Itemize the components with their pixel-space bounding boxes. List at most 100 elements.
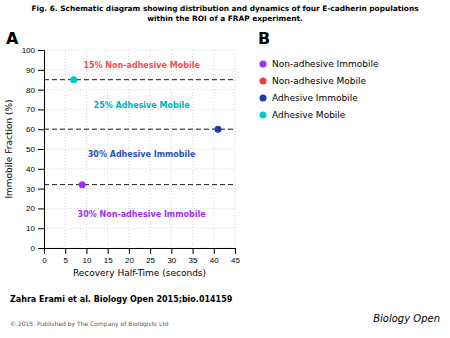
legend: Non-adhesive Immobile Non-adhesive Mobile… xyxy=(260,59,379,120)
tick-label: 0 xyxy=(31,244,36,253)
annotation: 15% Non-adhesive Mobile xyxy=(83,61,200,70)
axis-line xyxy=(38,51,45,249)
grid-line xyxy=(44,129,235,130)
tick-mark xyxy=(38,248,44,249)
grid-line xyxy=(44,89,235,90)
tick-mark xyxy=(129,248,130,254)
tick-label: 60 xyxy=(26,125,35,134)
tick-label: 70 xyxy=(26,105,35,114)
tick-label: 40 xyxy=(210,256,219,265)
tick: 70 xyxy=(26,105,44,114)
tick: 80 xyxy=(26,86,44,95)
tick: 90 xyxy=(26,66,44,75)
tick: 5 xyxy=(63,248,68,265)
legend-marker xyxy=(260,112,267,119)
tick: 20 xyxy=(125,248,134,265)
legend-label: Non-adhesive Immobile xyxy=(272,59,379,69)
tick-label: 30 xyxy=(167,256,176,265)
tick-label: 0 xyxy=(42,256,47,265)
tick: 10 xyxy=(26,224,44,233)
y-axis: 0 10 20 30 40 50 60 70 80 90 100 xyxy=(22,46,45,253)
tick-mark xyxy=(38,129,44,130)
tick-mark xyxy=(214,248,215,254)
tick: 40 xyxy=(210,248,219,265)
tick: 100 xyxy=(22,46,44,55)
grid xyxy=(44,50,235,248)
logo-text: Biology Open xyxy=(373,313,440,324)
tick-mark xyxy=(38,149,44,150)
reference-line xyxy=(44,184,235,185)
grid-line xyxy=(44,149,235,150)
tick: 30 xyxy=(167,248,176,265)
tick-label: 15 xyxy=(104,256,113,265)
tick-mark xyxy=(65,248,66,254)
x-axis: 0 5 10 15 20 25 30 35 40 45 xyxy=(42,248,240,265)
legend-label: Adhesive Mobile xyxy=(272,110,346,120)
tick: 35 xyxy=(189,248,198,265)
tick-mark xyxy=(38,109,44,110)
legend-label: Non-adhesive Mobile xyxy=(272,76,367,86)
tick-mark xyxy=(38,50,44,51)
tick-mark xyxy=(108,248,109,254)
annotation: 30% Non-adhesive Immobile xyxy=(78,210,207,219)
chart: Fig. 6. Schematic diagram showing distri… xyxy=(0,0,450,338)
tick: 15 xyxy=(104,248,113,265)
tick: 60 xyxy=(26,125,44,134)
legend-label: Adhesive Immobile xyxy=(272,93,358,103)
tick: 45 xyxy=(231,248,240,265)
tick: 0 xyxy=(42,248,47,265)
tick-mark xyxy=(171,248,172,254)
tick: 50 xyxy=(26,145,44,154)
tick: 25 xyxy=(146,248,155,265)
tick-label: 20 xyxy=(125,256,134,265)
x-axis-label: Recovery Half-Time (seconds) xyxy=(73,268,206,278)
tick-label: 30 xyxy=(26,185,35,194)
tick-mark xyxy=(150,248,151,254)
tick-label: 50 xyxy=(26,145,35,154)
tick-label: 20 xyxy=(26,204,35,213)
tick-label: 45 xyxy=(231,256,240,265)
axis-line xyxy=(45,249,236,255)
grid-line xyxy=(44,188,235,189)
tick-label: 10 xyxy=(26,224,35,233)
tick: 20 xyxy=(26,204,44,213)
tick: 40 xyxy=(26,165,44,174)
reference-line xyxy=(44,129,235,130)
tick-mark xyxy=(235,248,236,254)
point xyxy=(79,181,86,188)
tick-label: 80 xyxy=(26,86,35,95)
plot-area xyxy=(44,76,235,188)
legend-marker xyxy=(260,61,267,68)
grid-line xyxy=(44,228,235,229)
point xyxy=(215,126,222,133)
grid-line xyxy=(44,208,235,209)
tick-label: 25 xyxy=(146,256,155,265)
tick-mark xyxy=(38,189,44,190)
tick-label: 10 xyxy=(82,256,91,265)
annotations: 15% Non-adhesive Mobile25% Adhesive Mobi… xyxy=(78,61,207,219)
tick-mark xyxy=(193,248,194,254)
tick-mark xyxy=(38,208,44,209)
copyright: © 2015. Published by The Company of Biol… xyxy=(10,320,169,328)
grid-line xyxy=(44,168,235,169)
tick-mark xyxy=(38,90,44,91)
tick-label: 35 xyxy=(189,256,198,265)
panel-label: A xyxy=(6,29,19,48)
panel-label: B xyxy=(258,29,270,48)
tick: 0 xyxy=(31,244,44,253)
legend-marker xyxy=(260,78,267,85)
tick-mark xyxy=(38,70,44,71)
y-axis-label: Immobile Fraction (%) xyxy=(4,99,14,198)
point xyxy=(70,76,77,83)
subtitle: within the ROI of a FRAP experiment. xyxy=(147,14,303,23)
tick-label: 90 xyxy=(26,66,35,75)
annotation: 30% Adhesive Immobile xyxy=(88,150,196,159)
footer: Zahra Erami et al. Biology Open 2015;bio… xyxy=(10,295,233,304)
tick-label: 40 xyxy=(26,165,35,174)
tick: 30 xyxy=(26,185,44,194)
tick-mark xyxy=(38,169,44,170)
grid-line xyxy=(44,50,235,51)
title: Fig. 6. Schematic diagram showing distri… xyxy=(31,4,419,13)
tick: 10 xyxy=(82,248,91,265)
tick-mark xyxy=(86,248,87,254)
